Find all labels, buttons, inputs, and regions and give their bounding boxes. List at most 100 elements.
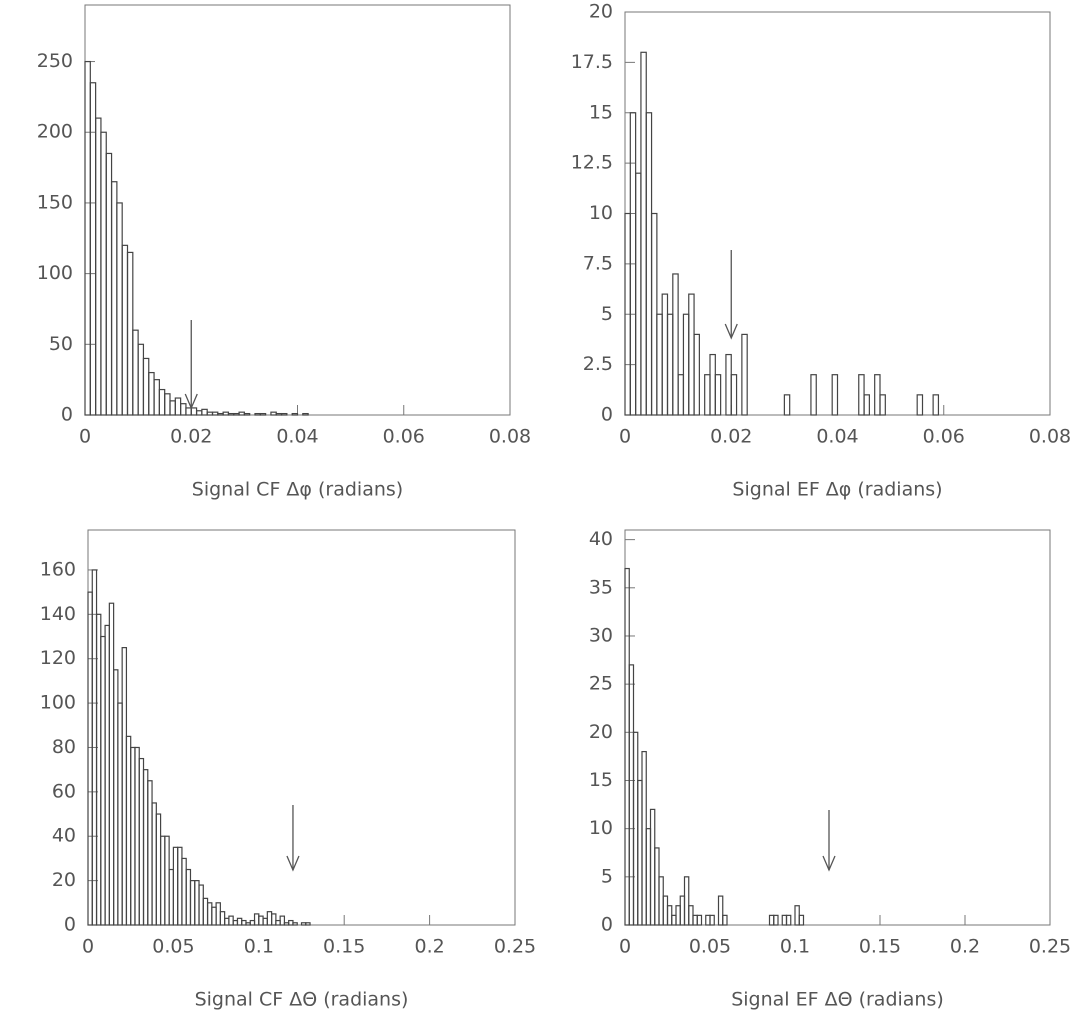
histogram-bar: [87, 591, 93, 926]
y-tick-label: 250: [37, 50, 73, 72]
histogram-bar: [275, 919, 281, 926]
histogram-bar: [714, 374, 722, 416]
y-tick-label: 60: [52, 780, 76, 802]
histogram-bar: [863, 394, 870, 416]
plot-frame: [624, 529, 1051, 926]
histogram-bar: [116, 202, 123, 416]
y-tick-label: 40: [589, 528, 613, 550]
cut-arrow: [286, 805, 300, 872]
histogram-bar: [185, 868, 192, 926]
histogram-bar: [130, 746, 136, 926]
histogram-bar: [741, 333, 748, 416]
histogram-bar: [104, 624, 110, 926]
x-tick-label: 0.15: [859, 936, 901, 958]
histogram-bar: [185, 407, 192, 416]
histogram-bar: [798, 914, 805, 926]
histogram-bar: [201, 408, 208, 416]
histogram-bar: [164, 393, 171, 416]
histogram-bar: [174, 397, 182, 416]
cut-arrow-part: [724, 323, 738, 340]
y-tick-label: 0: [64, 914, 76, 936]
histogram-bar: [211, 906, 217, 926]
y-tick-label: 0: [601, 404, 613, 426]
x-axis-label: Signal CF Δφ (radians): [192, 479, 403, 501]
histogram-bar: [108, 602, 115, 926]
histogram-bar: [121, 244, 129, 416]
x-axis-label: Signal EF Δφ (radians): [732, 479, 942, 501]
y-tick-label: 5: [601, 865, 613, 887]
histogram-bar: [222, 411, 230, 416]
x-axis-label: Signal CF ΔΘ (radians): [195, 989, 409, 1011]
y-tick-label: 140: [40, 603, 76, 625]
histogram-bar: [100, 131, 107, 416]
histogram-bar: [672, 273, 679, 416]
x-tick-label: 0.06: [383, 426, 425, 448]
histogram-bar: [243, 412, 251, 416]
x-tick-label: 0: [619, 936, 631, 958]
histogram-bar: [266, 911, 273, 926]
histogram-bar: [717, 895, 724, 926]
y-tick-label: 35: [589, 576, 613, 598]
x-tick-label: 0.08: [1029, 426, 1071, 448]
histogram-bar: [692, 914, 698, 926]
histogram-bar: [635, 172, 642, 416]
y-tick-label: 10: [589, 817, 613, 839]
y-tick-label: 5: [601, 303, 613, 325]
histogram-bar: [95, 117, 102, 416]
plot-frame: [84, 4, 511, 416]
histogram-bar: [292, 922, 298, 926]
histogram-bar: [270, 411, 277, 416]
histogram-bar: [125, 735, 132, 926]
histogram-bar: [134, 746, 140, 926]
histogram-bar: [253, 913, 260, 926]
histogram-bar: [783, 394, 791, 416]
histogram-bar: [666, 313, 674, 416]
histogram-bar: [95, 613, 102, 926]
histogram-bar: [305, 922, 311, 926]
x-tick-label: 0.2: [414, 936, 444, 958]
histogram-bar: [730, 374, 738, 416]
histogram-bar: [271, 913, 277, 926]
histogram-bar: [932, 394, 940, 416]
histogram-bar: [671, 914, 677, 926]
histogram-bar: [202, 897, 209, 926]
histogram-bar: [258, 915, 264, 926]
histogram-bar: [858, 374, 865, 416]
y-tick-label: 30: [589, 624, 613, 646]
histogram-bar: [300, 922, 307, 926]
histogram-bar: [781, 914, 788, 926]
histogram-bar: [661, 293, 669, 416]
histogram-bar: [217, 412, 224, 416]
histogram-bar: [198, 884, 204, 926]
x-axis-label: Signal EF ΔΘ (radians): [731, 989, 944, 1011]
histogram-bar: [215, 902, 221, 926]
histogram-bar: [110, 181, 118, 416]
histogram-bar: [722, 914, 728, 926]
histogram-bar: [693, 333, 700, 416]
histogram-bar: [180, 403, 187, 416]
histogram-bar: [645, 112, 653, 416]
histogram-bar: [117, 702, 123, 926]
histogram-bar: [126, 251, 134, 416]
histogram-bar: [159, 835, 166, 926]
histogram-bar: [679, 895, 686, 926]
y-tick-label: 15: [589, 769, 613, 791]
x-tick-label: 0.2: [950, 936, 980, 958]
y-tick-label: 15: [589, 101, 613, 123]
histogram-bar: [195, 410, 203, 416]
histogram-bar: [158, 388, 166, 416]
y-tick-label: 20: [589, 1, 613, 23]
histogram-bar: [874, 374, 881, 416]
histogram-bar: [138, 757, 145, 926]
cut-arrow-part: [822, 855, 836, 872]
histogram-bar: [675, 905, 681, 926]
y-tick-label: 40: [52, 825, 76, 847]
histogram-bar: [241, 919, 247, 926]
histogram-bar: [121, 647, 128, 926]
histogram-bar: [650, 212, 658, 416]
y-tick-label: 80: [52, 736, 76, 758]
histogram-bar: [280, 412, 288, 416]
histogram-bar: [794, 905, 800, 926]
histogram-bar: [688, 293, 695, 416]
